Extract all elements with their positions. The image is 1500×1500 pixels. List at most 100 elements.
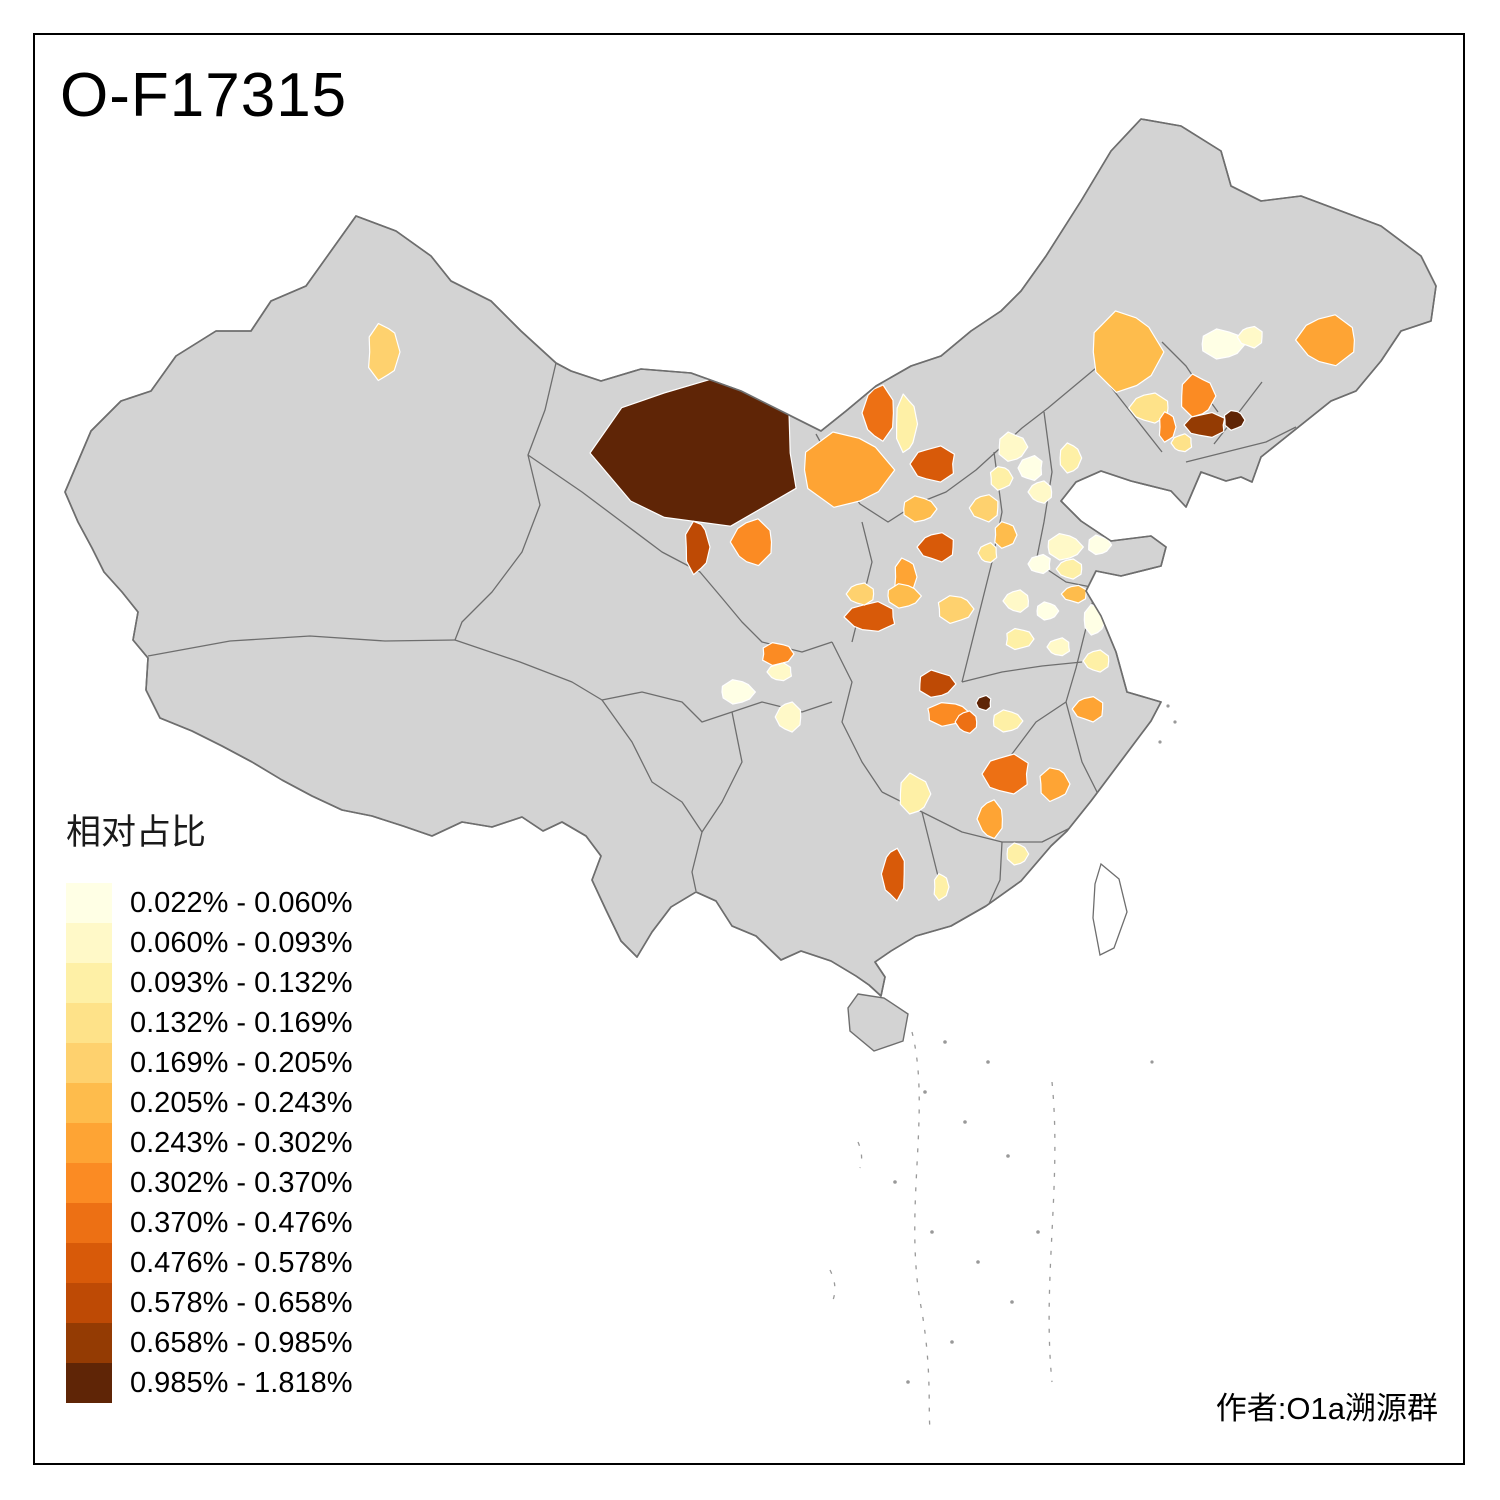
legend-swatch [66,1323,112,1363]
legend-label: 0.578% - 0.658% [130,1286,353,1319]
map-region [845,582,875,606]
map-region [992,709,1024,733]
map-region [1017,455,1043,481]
legend: 相对占比 0.022% - 0.060% 0.060% - 0.093% 0.093… [66,804,352,1403]
map-region [1183,412,1226,438]
map-region [803,431,896,508]
legend-swatch [66,1203,112,1243]
map-region [916,532,954,563]
map-region [1006,842,1030,866]
map-region [887,583,923,609]
legend-title: 相对占比 [66,813,207,852]
map-region [1060,584,1087,604]
legend-swatch [66,1283,112,1323]
legend-label: 0.243% - 0.302% [130,1126,353,1159]
map-region [968,494,999,523]
legend-swatch [66,1363,112,1403]
map-region [981,753,1029,795]
legend-swatch [66,1043,112,1083]
legend-swatch [66,1243,112,1283]
map-region [1088,534,1113,556]
legend-swatch [66,1163,112,1203]
map-region [895,393,919,454]
legend-item: 0.476% - 0.578% [66,1243,352,1283]
plot-frame [33,33,1465,1465]
map-region [989,466,1014,491]
map-region [903,495,938,523]
legend-swatch [66,963,112,1003]
map-region [1005,627,1035,651]
map-region [1201,328,1246,360]
map-region [954,710,978,734]
legend-item: 0.658% - 0.985% [66,1323,352,1363]
legend-item: 0.022% - 0.060% [66,883,352,923]
legend-item: 0.132% - 0.169% [66,1003,352,1043]
legend-label: 0.060% - 0.093% [130,926,353,959]
map-region [843,600,896,632]
legend-label: 0.205% - 0.243% [130,1086,353,1119]
legend-label: 0.476% - 0.578% [130,1246,353,1279]
china-outline-stroke [64,118,1437,997]
map-region [1128,392,1169,424]
map-region [861,384,895,442]
legend-label: 0.093% - 0.132% [130,966,353,999]
map-region [977,542,998,564]
map-region [721,679,757,705]
south-china-sea-marks [893,704,1177,1384]
legend-item: 0.985% - 1.818% [66,1363,352,1403]
legend-item: 0.243% - 0.302% [66,1123,352,1163]
map-region [998,431,1029,462]
map-region [729,518,773,567]
legend-item: 0.093% - 0.132% [66,963,352,1003]
map-region [880,847,905,902]
legend-label: 0.132% - 0.169% [130,1006,353,1039]
legend-items: 0.022% - 0.060% 0.060% - 0.093% 0.093% - 0… [66,883,352,1403]
map-region [1180,373,1217,418]
map-region [909,445,956,483]
map-region [1059,442,1083,474]
map-region [1071,695,1104,723]
map-region [1294,314,1356,367]
map-region [899,772,932,815]
map-region [1002,589,1030,613]
map-region [1027,553,1051,575]
map-region [1082,649,1110,673]
legend-swatch [66,1083,112,1123]
plot-title: O-F17315 [60,61,348,130]
map-region [761,641,795,667]
legend-label: 0.370% - 0.476% [130,1206,353,1239]
map-region [976,799,1004,840]
map-region [975,694,992,712]
legend-item: 0.370% - 0.476% [66,1203,352,1243]
map-region [994,521,1018,549]
map-region [1236,325,1263,349]
legend-label: 0.658% - 0.985% [130,1326,353,1359]
legend-label: 0.022% - 0.060% [130,886,353,919]
map-region [1047,532,1085,561]
legend-item: 0.302% - 0.370% [66,1163,352,1203]
map-region [1223,409,1246,431]
taiwan-island [1092,862,1128,956]
map-region [937,595,975,625]
map-region [774,701,802,733]
legend-item: 0.060% - 0.093% [66,923,352,963]
legend-swatch [66,883,112,923]
map-region [1036,601,1060,621]
map-region [684,520,711,576]
legend-label: 0.169% - 0.205% [130,1046,353,1079]
map-region [1046,637,1071,657]
map-region [1170,433,1193,453]
legend-swatch [66,1003,112,1043]
attribution: 作者:O1a溯源群 [1215,1391,1438,1426]
nine-dash-line [829,1031,1056,1429]
hainan-island [847,993,909,1052]
map-region [1027,480,1053,504]
legend-swatch [66,1123,112,1163]
legend-item: 0.169% - 0.205% [66,1043,352,1083]
legend-swatch [66,923,112,963]
map-region [1055,558,1083,580]
legend-label: 0.985% - 1.818% [130,1366,353,1399]
legend-item: 0.578% - 0.658% [66,1283,352,1323]
map-region [1158,411,1177,443]
